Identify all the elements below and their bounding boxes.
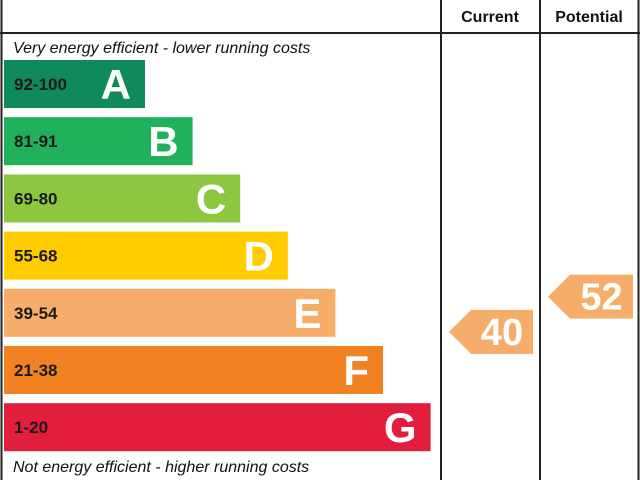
band-range-b: 81-91 bbox=[14, 132, 57, 151]
band-range-a: 92-100 bbox=[14, 75, 67, 94]
band-bar-c bbox=[4, 174, 241, 223]
band-letter-c: C bbox=[196, 175, 226, 222]
band-bar-g bbox=[4, 403, 431, 452]
band-bar-b bbox=[4, 117, 193, 166]
current-rating-value: 40 bbox=[481, 312, 523, 354]
band-bar-e bbox=[4, 288, 336, 337]
potential-rating-value: 52 bbox=[580, 277, 622, 319]
band-letter-f: F bbox=[343, 347, 369, 394]
band-bar-d bbox=[4, 231, 288, 280]
band-letter-a: A bbox=[101, 61, 131, 108]
band-bar-f bbox=[4, 346, 383, 394]
band-range-d: 55-68 bbox=[14, 247, 57, 266]
potential-rating-arrow bbox=[548, 274, 633, 319]
band-bar-a bbox=[4, 60, 145, 108]
band-range-c: 69-80 bbox=[14, 189, 57, 208]
band-letter-e: E bbox=[293, 290, 321, 337]
band-range-f: 21-38 bbox=[14, 361, 57, 380]
band-range-g: 1-20 bbox=[14, 418, 48, 437]
rating-markers: 40 52 bbox=[449, 274, 633, 354]
current-rating-arrow bbox=[449, 309, 533, 354]
band-letter-d: D bbox=[243, 233, 273, 280]
header-potential: Potential bbox=[555, 9, 623, 26]
band-letter-b: B bbox=[148, 118, 178, 165]
band-range-e: 39-54 bbox=[14, 304, 58, 323]
band-letter-g: G bbox=[384, 404, 417, 451]
rating-bands: 92-100 A 81-91 B 69-80 C 55-68 D 39-54 E 21-38 F 1-2… bbox=[4, 60, 431, 452]
header-current: Current bbox=[461, 9, 519, 26]
top-note: Very energy efficient - lower running co… bbox=[13, 40, 310, 57]
bottom-note: Not energy efficient - higher running co… bbox=[13, 459, 309, 476]
